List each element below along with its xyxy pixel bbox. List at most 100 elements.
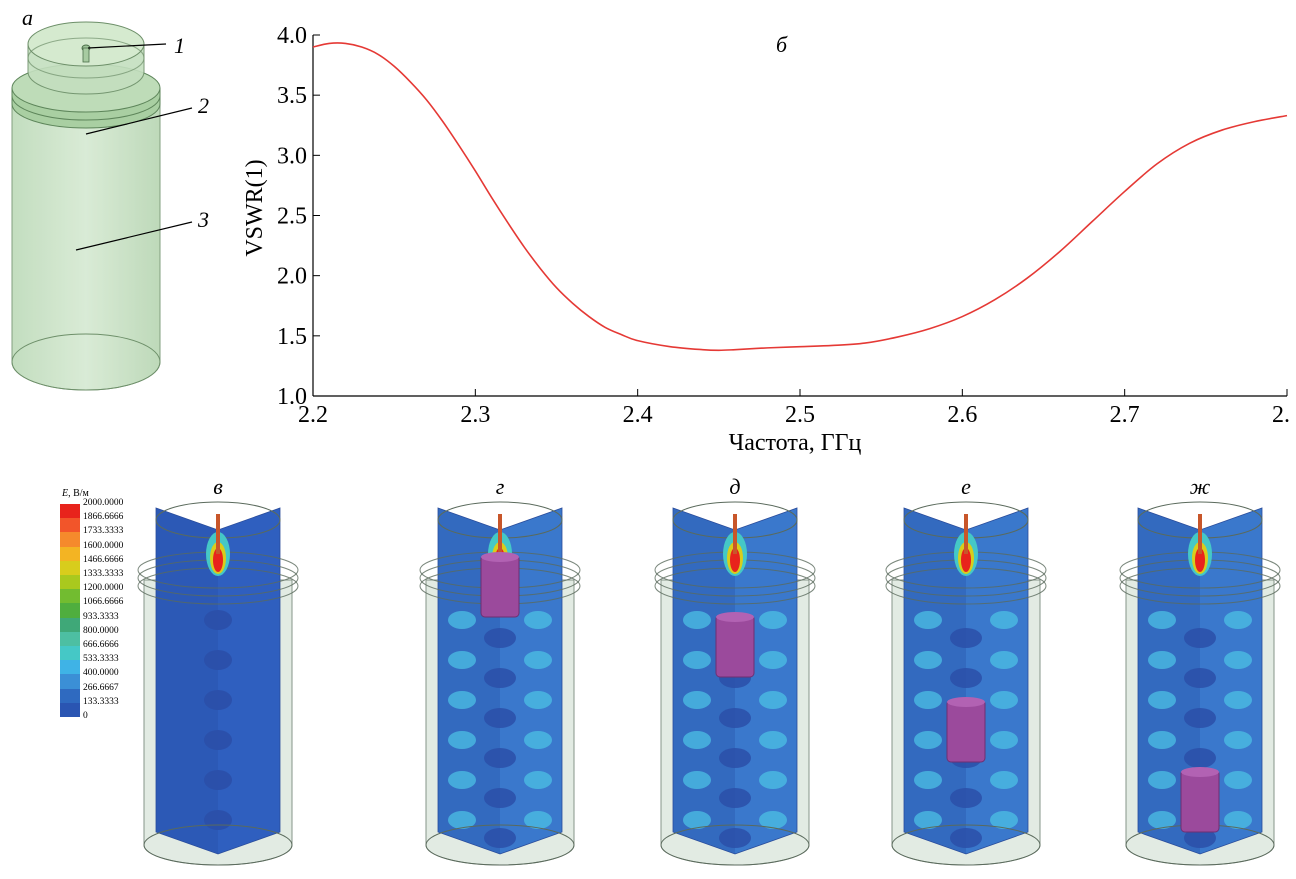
legend-swatch bbox=[60, 617, 80, 632]
legend-swatch bbox=[60, 504, 80, 519]
field-blob bbox=[204, 770, 232, 790]
field-blob bbox=[1224, 651, 1252, 669]
legend-level-label: 266.6667 bbox=[83, 682, 119, 693]
field-blob bbox=[524, 691, 552, 709]
field-plane-left bbox=[156, 508, 218, 854]
field-blob bbox=[204, 610, 232, 630]
chart-y-tick-label: 2.0 bbox=[277, 264, 307, 290]
field-plane-left bbox=[673, 508, 735, 854]
bottom-ring bbox=[143, 824, 293, 866]
chart-x-tick-label: 2.5 bbox=[785, 402, 815, 428]
panel-g-label: ж bbox=[1190, 474, 1211, 499]
chart-y-tick-label: 3.5 bbox=[277, 83, 307, 109]
field-blob bbox=[990, 691, 1018, 709]
field-blob bbox=[950, 668, 982, 688]
legend-swatch bbox=[60, 589, 80, 604]
field-blob bbox=[484, 668, 516, 688]
field-blob bbox=[524, 611, 552, 629]
field-blob bbox=[204, 650, 232, 670]
legend-level-label: 533.3333 bbox=[83, 654, 119, 665]
chart-y-tick-label: 4.0 bbox=[277, 23, 307, 49]
legend-level-label: 2000.0000 bbox=[83, 498, 124, 508]
bottom-ring bbox=[425, 824, 575, 866]
chart-y-tick-label: 1.0 bbox=[277, 384, 307, 410]
field-blob bbox=[914, 611, 942, 629]
bottom-ring bbox=[660, 824, 810, 866]
callout-2: 2 bbox=[198, 93, 209, 118]
legend-level-label: 666.6666 bbox=[83, 640, 119, 650]
field-blob bbox=[448, 691, 476, 709]
legend-level-label: 800.0000 bbox=[83, 625, 119, 636]
field-blob bbox=[448, 811, 476, 829]
field-panel-f: е bbox=[885, 474, 1047, 866]
field-blob bbox=[1184, 748, 1216, 768]
field-blob bbox=[759, 651, 787, 669]
load-object bbox=[715, 614, 755, 678]
field-blob bbox=[719, 828, 751, 848]
field-blob bbox=[683, 771, 711, 789]
field-blob bbox=[719, 708, 751, 728]
field-blob bbox=[1224, 691, 1252, 709]
field-blob bbox=[1224, 731, 1252, 749]
field-blob bbox=[914, 771, 942, 789]
chart-y-tick-label: 1.5 bbox=[277, 324, 307, 350]
field-blob bbox=[759, 611, 787, 629]
field-blob bbox=[1184, 668, 1216, 688]
field-panel-g: ж bbox=[1119, 474, 1281, 866]
field-blob bbox=[1184, 628, 1216, 648]
field-blob bbox=[1148, 691, 1176, 709]
field-blob bbox=[448, 651, 476, 669]
panel-a-model: а 1 2 3 bbox=[11, 5, 209, 391]
field-blob bbox=[683, 611, 711, 629]
field-blob bbox=[759, 691, 787, 709]
field-blob bbox=[1184, 828, 1216, 848]
field-blob bbox=[990, 611, 1018, 629]
field-panel-e: д bbox=[654, 474, 816, 866]
chart-x-tick-label: 2.6 bbox=[947, 402, 977, 428]
hotspot-core bbox=[1195, 548, 1205, 572]
field-blob bbox=[759, 731, 787, 749]
panel-f-label: е bbox=[961, 474, 971, 499]
field-blob bbox=[204, 810, 232, 830]
field-blob bbox=[448, 731, 476, 749]
field-blob bbox=[719, 788, 751, 808]
chart-x-tick-label: 2.3 bbox=[460, 402, 490, 428]
load-object-top bbox=[481, 552, 519, 562]
field-blob bbox=[524, 731, 552, 749]
field-blob bbox=[950, 788, 982, 808]
legend-level-label: 1066.6666 bbox=[83, 597, 124, 608]
field-blob bbox=[914, 811, 942, 829]
panel-c-label: в bbox=[213, 474, 223, 499]
field-plane-left bbox=[904, 508, 966, 854]
field-blob bbox=[719, 748, 751, 768]
field-blob bbox=[1148, 771, 1176, 789]
field-blob bbox=[990, 771, 1018, 789]
field-blob bbox=[1224, 611, 1252, 629]
field-blob bbox=[1224, 811, 1252, 829]
panel-a-label: а bbox=[22, 5, 33, 30]
feed-probe bbox=[964, 514, 968, 554]
field-blob bbox=[1148, 651, 1176, 669]
legend-level-label: 1733.3333 bbox=[83, 526, 124, 537]
chart-y-axis-label: VSWR(1) bbox=[242, 159, 268, 256]
load-object-top bbox=[1181, 767, 1219, 777]
field-blob bbox=[484, 708, 516, 728]
chart-x-tick-label: 2.2 bbox=[298, 402, 328, 428]
legend-level-label: 1333.3333 bbox=[83, 569, 124, 579]
field-blob bbox=[759, 811, 787, 829]
bottom-ring bbox=[891, 824, 1041, 866]
chart-y-tick-label: 3.0 bbox=[277, 143, 307, 169]
chart-x-axis-label: Частота, ГГц bbox=[729, 430, 862, 456]
feed-probe bbox=[1198, 514, 1202, 554]
legend-swatch bbox=[60, 532, 80, 547]
legend-title-symbol: E bbox=[62, 488, 69, 499]
field-blob bbox=[524, 811, 552, 829]
field-blob bbox=[524, 651, 552, 669]
field-blob bbox=[1148, 611, 1176, 629]
field-blob bbox=[524, 771, 552, 789]
field-panel-d: г bbox=[419, 474, 581, 866]
legend-swatch bbox=[60, 518, 80, 533]
field-blob bbox=[683, 691, 711, 709]
field-blob bbox=[1224, 771, 1252, 789]
legend-swatch bbox=[60, 674, 80, 689]
